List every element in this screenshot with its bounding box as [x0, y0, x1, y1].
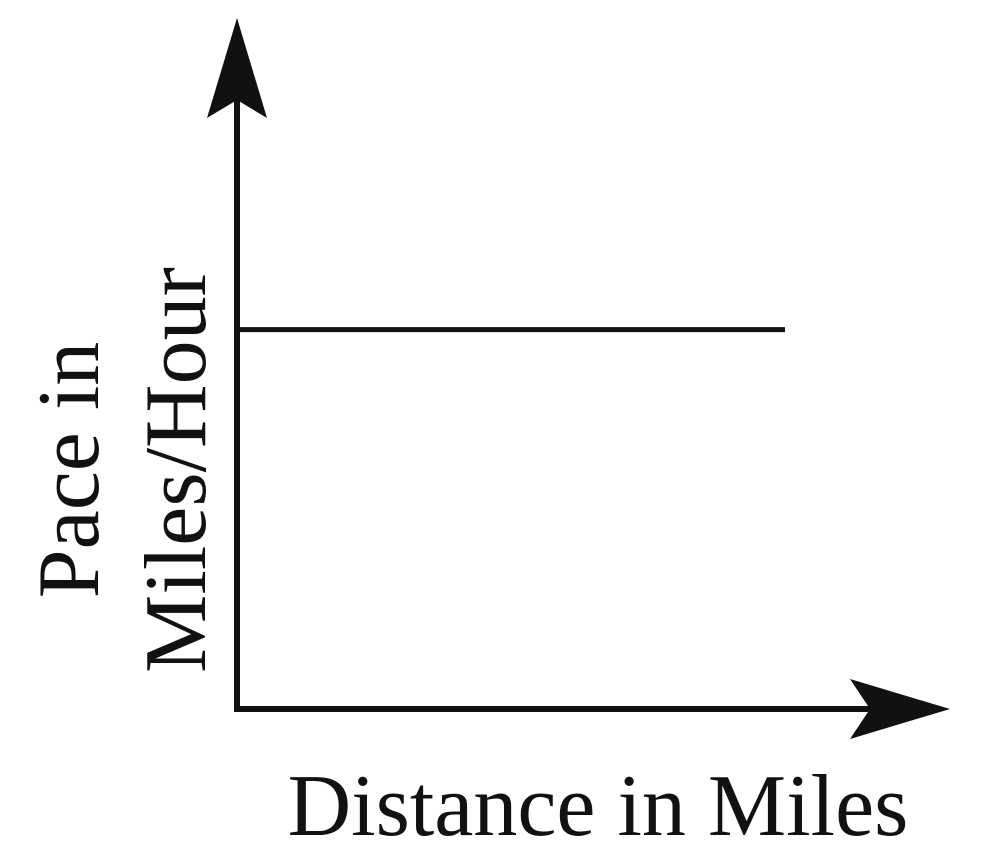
x-axis-label: Distance in Miles: [288, 758, 909, 855]
y-axis-label-line-2: Miles/Hour: [128, 267, 225, 673]
y-axis-arrowhead: [207, 18, 267, 118]
x-axis-arrowhead: [850, 679, 950, 739]
y-axis-label-line-1: Pace in: [21, 342, 118, 599]
